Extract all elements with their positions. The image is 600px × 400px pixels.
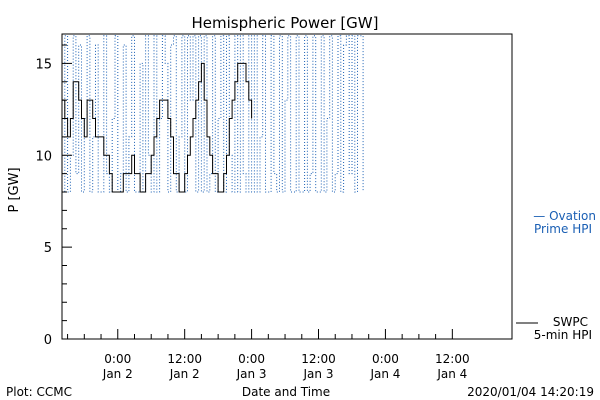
footer-plot-credit: Plot: CCMC (6, 385, 72, 399)
y-tick-label: 15 (35, 57, 52, 72)
y-tick-label: 5 (44, 241, 52, 256)
x-tick-time-label: 12:00 (435, 352, 470, 366)
legend-ovation-line2: Prime HPI (534, 222, 592, 236)
x-tick-date-label: Jan 4 (436, 367, 467, 381)
x-tick-time-label: 0:00 (238, 352, 265, 366)
plot-area (61, 33, 513, 340)
y-axis: 0 5 10 15 (35, 44, 72, 348)
x-tick-time-label: 0:00 (372, 352, 399, 366)
legend-ovation-line1: — Ovation (533, 209, 596, 223)
plot-frame (61, 33, 513, 340)
x-tick-time-label: 12:00 (167, 352, 202, 366)
x-tick-date-label: Jan 4 (369, 367, 400, 381)
footer-timestamp: 2020/01/04 14:20:19 (467, 385, 594, 399)
x-tick-date-label: Jan 2 (169, 367, 200, 381)
x-tick-date-label: Jan 2 (102, 367, 133, 381)
swpc-series (62, 62, 253, 193)
x-tick-time-label: 12:00 (301, 352, 336, 366)
y-tick-label: 10 (35, 149, 52, 164)
swpc-line (62, 62, 253, 193)
chart-title: Hemispheric Power [GW] (192, 14, 379, 32)
legend-swpc-line1: SWPC (553, 315, 588, 329)
x-tick-date-label: Jan 3 (236, 367, 267, 381)
x-tick-date-label: Jan 3 (303, 367, 334, 381)
y-tick-label: 0 (44, 333, 52, 348)
x-axis-label: Date and Time (242, 385, 330, 399)
legend: — Ovation Prime HPI SWPC 5-min HPI (516, 209, 596, 342)
ovation-prime-series (62, 35, 364, 193)
x-tick-time-label: 0:00 (104, 352, 131, 366)
y-axis-label: P [GW] (7, 167, 22, 212)
ovation-prime-line (62, 35, 364, 193)
legend-swpc-line2: 5-min HPI (534, 328, 592, 342)
